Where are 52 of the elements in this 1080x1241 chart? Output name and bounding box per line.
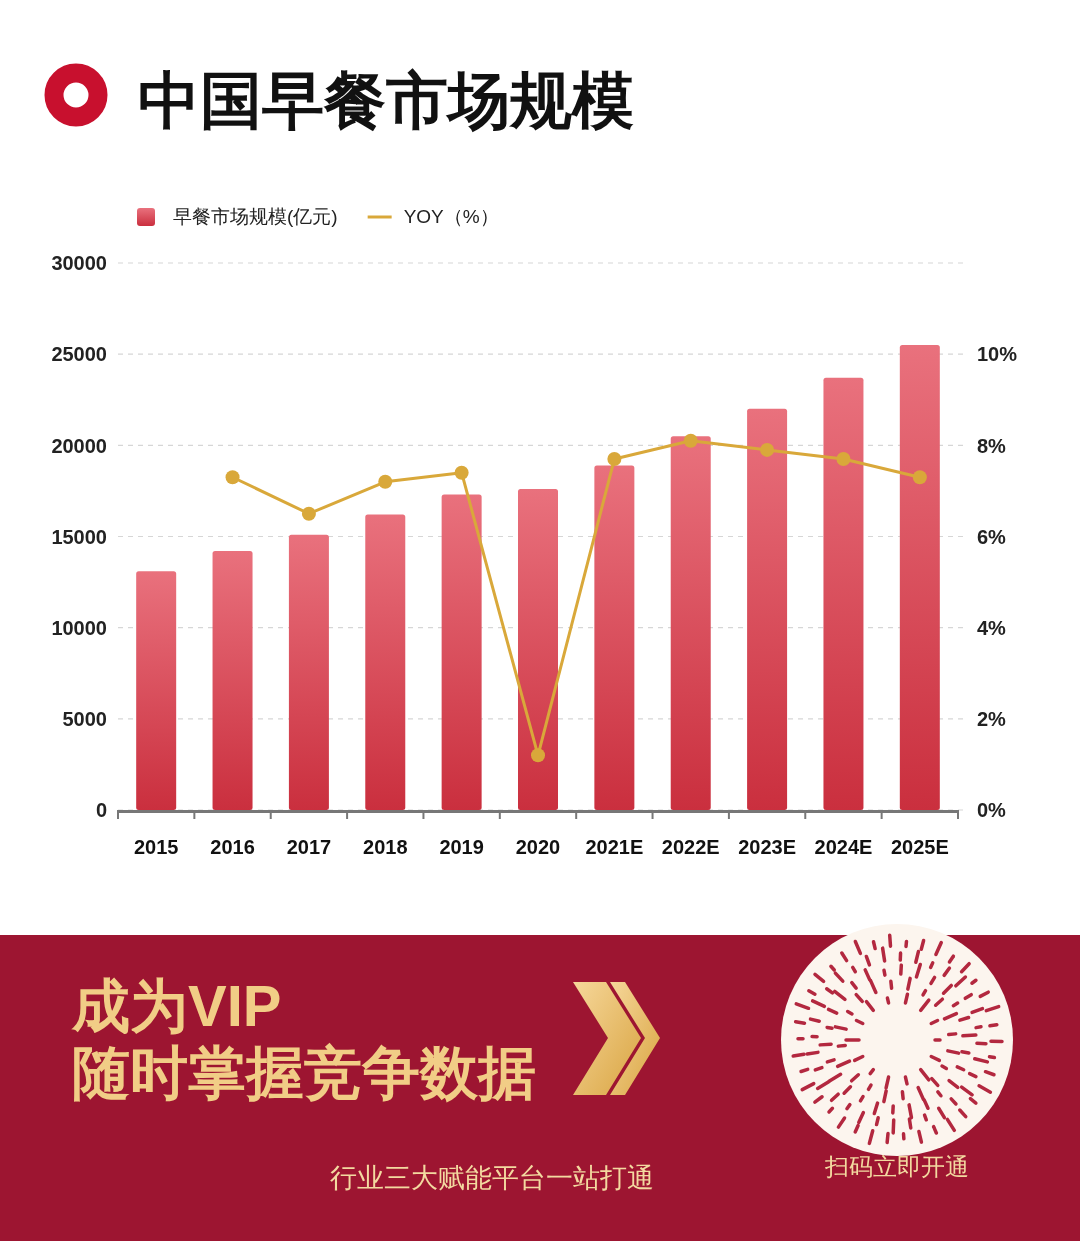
x-tick-label: 2017 bbox=[286, 836, 332, 859]
y2-tick-label: 10% bbox=[977, 343, 1018, 366]
point bbox=[760, 442, 775, 457]
point bbox=[378, 474, 393, 489]
x-tick-label: 2018 bbox=[363, 836, 408, 859]
bar bbox=[899, 345, 940, 810]
chart-title: 中国早餐市场规模 bbox=[138, 66, 634, 135]
x-tick-label: 2019 bbox=[439, 836, 484, 859]
point bbox=[454, 465, 469, 480]
point bbox=[531, 748, 545, 763]
y-tick-label: 5000 bbox=[62, 708, 107, 731]
point bbox=[301, 506, 316, 521]
y2-tick-label: 6% bbox=[977, 525, 1007, 548]
bar bbox=[747, 408, 788, 810]
y2-tick-label: 8% bbox=[977, 434, 1007, 457]
bar bbox=[288, 534, 329, 810]
text: 成为VIP bbox=[71, 973, 282, 1038]
y2-tick-label: 2% bbox=[977, 708, 1007, 731]
x-tick-label: 2015 bbox=[133, 836, 179, 859]
x-tick-label: 2025E bbox=[890, 836, 949, 859]
point bbox=[836, 452, 851, 467]
point bbox=[607, 452, 622, 467]
text: 扫码立即开通 bbox=[824, 1153, 969, 1180]
bar bbox=[136, 571, 177, 810]
point bbox=[912, 470, 927, 485]
y-tick-label: 15000 bbox=[51, 525, 107, 548]
x-tick-label: 2020 bbox=[515, 836, 561, 859]
y-tick-label: 10000 bbox=[51, 616, 107, 639]
bar bbox=[365, 514, 406, 810]
text: 随时掌握竞争数据 bbox=[72, 1040, 536, 1105]
y-tick-label: 30000 bbox=[51, 252, 107, 275]
x-tick-label: 2021E bbox=[585, 836, 644, 859]
y2-tick-label: 0% bbox=[977, 799, 1007, 822]
bar bbox=[212, 551, 253, 810]
point bbox=[683, 433, 698, 448]
text: 行业三大赋能平台一站打通 bbox=[330, 1163, 654, 1193]
legend-label: 早餐市场规模(亿元) bbox=[173, 206, 338, 228]
y-tick-label: 0 bbox=[95, 799, 107, 822]
x-tick-label: 2022E bbox=[661, 836, 720, 859]
y-tick-label: 25000 bbox=[51, 343, 107, 366]
bar bbox=[441, 494, 482, 810]
y-tick-label: 20000 bbox=[51, 434, 107, 457]
point bbox=[225, 470, 240, 485]
x-tick-label: 2023E bbox=[738, 836, 797, 859]
bar bbox=[823, 377, 864, 810]
bar bbox=[594, 465, 635, 810]
bar bbox=[518, 489, 558, 810]
bar bbox=[670, 436, 711, 810]
x-tick-label: 2016 bbox=[210, 836, 255, 859]
y2-tick-label: 4% bbox=[977, 616, 1007, 639]
legend-label: YOY（%） bbox=[403, 206, 499, 228]
x-tick-label: 2024E bbox=[814, 836, 873, 859]
